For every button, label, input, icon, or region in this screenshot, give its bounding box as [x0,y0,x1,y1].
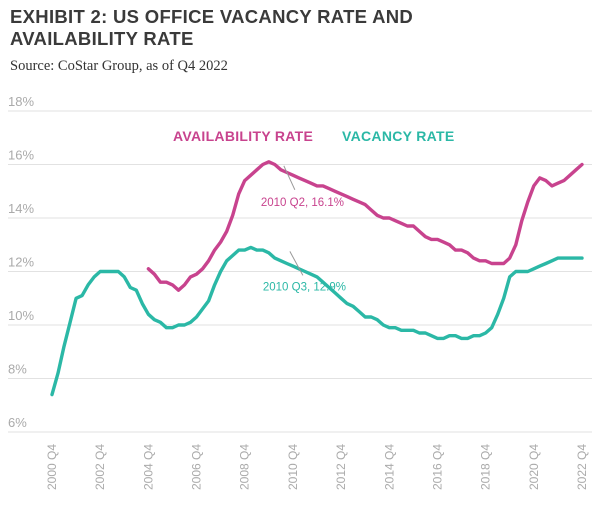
annotation-label: 2010 Q2, 16.1% [261,197,344,209]
annotations: 2010 Q2, 16.1% 2010 Q3, 12.9% [261,165,346,293]
series-line-availability-rate [146,160,584,292]
y-tick-label: 8% [8,362,27,377]
chart-title: EXHIBIT 2: US OFFICE VACANCY RATE AND AV… [10,6,590,50]
y-tick-label: 12% [8,255,34,270]
annotation-leader [283,165,296,191]
x-tick-label: 2010 Q4 [286,444,300,490]
x-tick-label: 2006 Q4 [190,444,204,490]
x-tick-label: 2012 Q4 [334,444,348,490]
annotation-leader [289,251,304,276]
x-tick-label: 2000 Q4 [45,444,59,490]
x-tick-label: 2008 Q4 [238,444,252,490]
x-tick-label: 2002 Q4 [93,444,107,490]
legend-label: AVAILABILITY RATE [173,128,313,144]
x-tick-label: 2016 Q4 [430,444,444,490]
chart-title-line-1: EXHIBIT 2: US OFFICE VACANCY RATE AND [10,6,414,27]
x-axis: 2000 Q4 2002 Q4 2004 Q4 2006 Q4 2008 Q4 2010 … [45,444,589,490]
legend: AVAILABILITY RATE VACANCY RATE [173,128,455,144]
series-line-vacancy-rate [50,245,584,397]
x-tick-label: 2022 Q4 [575,444,589,490]
x-tick-label: 2018 Q4 [479,444,493,490]
x-tick-label: 2020 Q4 [527,444,541,490]
y-tick-label: 10% [8,308,34,323]
y-tick-label: 16% [8,148,34,163]
x-tick-label: 2004 Q4 [141,444,155,490]
legend-label: VACANCY RATE [342,128,455,144]
chart-title-line-2: AVAILABILITY RATE [10,28,194,49]
chart-source: Source: CoStar Group, as of Q4 2022 [10,58,228,74]
y-axis: 6% 8% 10% 12% 14% 16% 18% [8,94,34,430]
y-tick-label: 6% [8,415,27,430]
x-tick-label: 2014 Q4 [382,444,396,490]
y-tick-label: 14% [8,201,34,216]
y-tick-label: 18% [8,94,34,109]
series-lines [50,160,584,397]
gridlines [8,110,592,433]
annotation-label: 2010 Q3, 12.9% [263,281,346,293]
